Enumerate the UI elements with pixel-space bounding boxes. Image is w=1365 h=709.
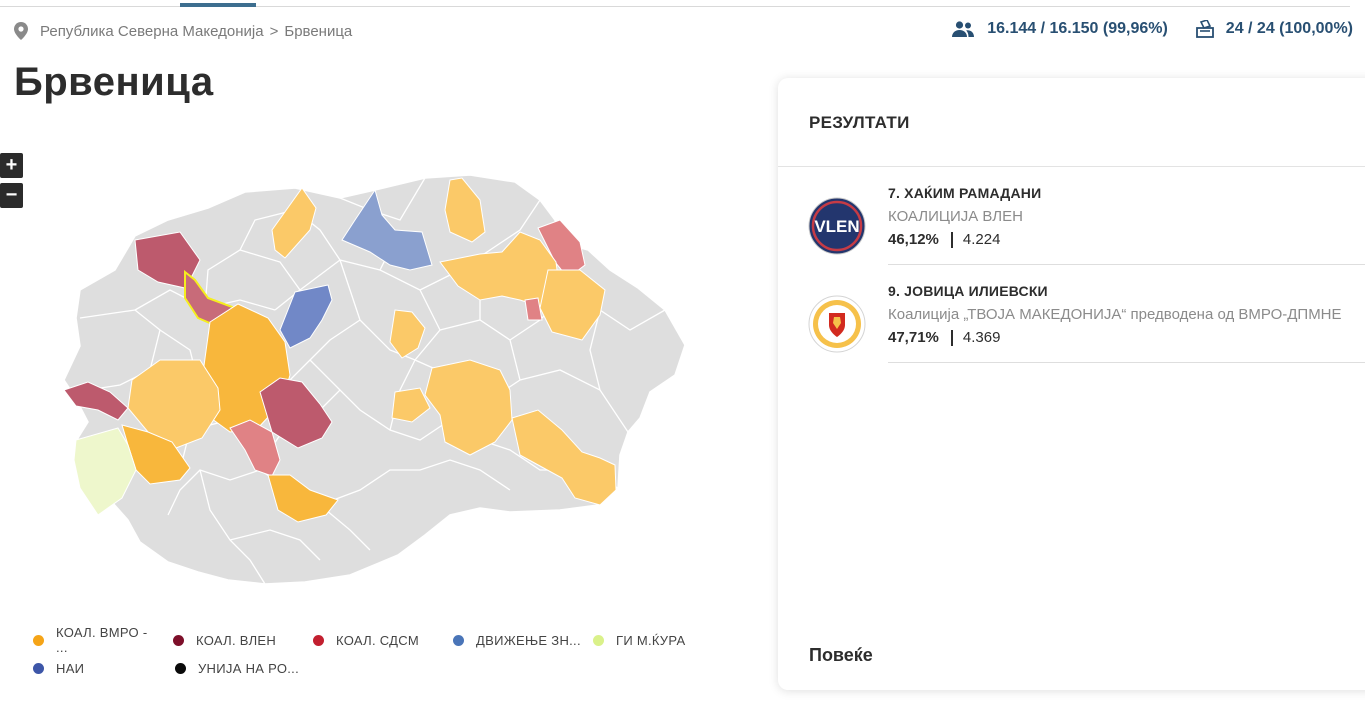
map-legend: КОАЛ. ВМРО - ... КОАЛ. ВЛЕН КОАЛ. СДСМ Д… <box>22 625 722 682</box>
region-dvizhenje <box>341 188 433 271</box>
legend-row: НАИ УНИЈА НА РО... <box>22 654 722 682</box>
region-vmro-strumica <box>511 409 617 506</box>
results-panel: РЕЗУЛТАТИ VLEN 7. ХАЌИМ РАМАДАНИ КОАЛИЦИ… <box>778 78 1365 690</box>
result-votes: 4.369 <box>962 329 1001 346</box>
legend-item-dvizhenje[interactable]: ДВИЖЕЊЕ ЗН... <box>442 633 582 648</box>
legend-dot <box>313 634 324 646</box>
more-link[interactable]: Повеќе <box>809 645 873 665</box>
municipality-map[interactable] <box>40 170 690 590</box>
breadcrumb-separator: > <box>269 22 279 40</box>
people-icon <box>952 21 975 37</box>
result-percent: 46,12% <box>888 231 939 248</box>
top-divider <box>0 6 1350 7</box>
voters-stat: 16.144 / 16.150 (99,96%) <box>951 20 1168 38</box>
ballot-box-icon <box>1195 20 1214 38</box>
result-percent: 47,71% <box>888 329 939 346</box>
stations-count: 24 / 24 (100,00%) <box>1225 20 1353 37</box>
legend-item-sdsm[interactable]: КОАЛ. СДСМ <box>302 633 442 648</box>
stats-bar: 16.144 / 16.150 (99,96%) 24 / 24 (100,00… <box>951 20 1353 38</box>
results-title: РЕЗУЛТАТИ <box>778 78 1365 167</box>
result-divider <box>950 329 953 346</box>
party-name: Коалиција „ТВОЈА МАКЕДОНИЈА“ предводена … <box>888 306 1342 323</box>
result-item[interactable]: VLEN 7. ХАЌИМ РАМАДАНИ КОАЛИЦИЈА ВЛЕН 46… <box>778 167 1365 265</box>
vmro-logo <box>808 295 866 353</box>
result-info: 7. ХАЌИМ РАМАДАНИ КОАЛИЦИЈА ВЛЕН 46,12% … <box>888 185 1365 265</box>
legend-label: ДВИЖЕЊЕ ЗН... <box>476 632 581 648</box>
legend-dot <box>33 662 44 674</box>
legend-item-vlen[interactable]: КОАЛ. ВЛЕН <box>162 633 302 648</box>
legend-label: ГИ М.ЌУРА <box>616 632 686 648</box>
region-vmro-tetovo-north <box>271 187 317 259</box>
region-vmro-kichevo <box>127 359 221 449</box>
region-sdsm-center <box>229 419 281 477</box>
legend-label: КОАЛ. СДСМ <box>336 632 419 648</box>
vlen-logo: VLEN <box>808 197 866 255</box>
result-votes: 4.224 <box>962 231 1001 248</box>
party-name: КОАЛИЦИЈА ВЛЕН <box>888 208 1023 225</box>
legend-label: КОАЛ. ВМРО - ... <box>56 625 148 655</box>
result-item[interactable]: 9. ЈОВИЦА ИЛИЕВСКИ Коалиција „ТВОЈА МАКЕ… <box>778 265 1365 363</box>
legend-dot <box>175 662 186 674</box>
svg-text:VLEN: VLEN <box>814 217 859 236</box>
region-vmro-small-left <box>391 387 431 423</box>
region-sdsm-small-east <box>524 297 543 321</box>
breadcrumb-country[interactable]: Република Северна Македонија <box>40 22 264 40</box>
region-vmro-prilep <box>267 474 339 523</box>
legend-dot <box>173 634 184 646</box>
result-numbers: 46,12% 4.224 <box>888 231 1365 248</box>
legend-dot <box>33 634 44 646</box>
breadcrumb-municipality: Брвеница <box>284 22 353 40</box>
result-divider <box>950 231 953 248</box>
legend-label: УНИЈА НА РО... <box>198 660 299 676</box>
candidate-name: 7. ХАЌИМ РАМАДАНИ <box>888 185 1042 201</box>
legend-item-vmro[interactable]: КОАЛ. ВМРО - ... <box>22 625 162 655</box>
legend-row: КОАЛ. ВМРО - ... КОАЛ. ВЛЕН КОАЛ. СДСМ Д… <box>22 625 722 655</box>
region-vmro-veles <box>389 309 426 359</box>
legend-dot <box>593 634 604 646</box>
municipality-regions <box>63 177 617 523</box>
voters-count: 16.144 / 16.150 (99,96%) <box>987 20 1168 37</box>
legend-label: НАИ <box>56 660 85 676</box>
legend-dot <box>453 634 464 646</box>
candidate-name: 9. ЈОВИЦА ИЛИЕВСКИ <box>888 283 1048 299</box>
result-info: 9. ЈОВИЦА ИЛИЕВСКИ Коалиција „ТВОЈА МАКЕ… <box>888 283 1365 363</box>
legend-item-nai[interactable]: НАИ <box>22 661 164 676</box>
region-vlen-debar <box>63 381 129 421</box>
result-numbers: 47,71% 4.369 <box>888 329 1365 346</box>
legend-item-gi[interactable]: ГИ М.ЌУРА <box>582 633 722 648</box>
region-gi-ohrid <box>73 427 137 516</box>
legend-item-unija[interactable]: УНИЈА НА РО... <box>164 661 306 676</box>
region-vmro-east-a <box>539 269 606 341</box>
active-tab-indicator <box>180 3 256 7</box>
page-title: Брвеница <box>14 60 214 104</box>
legend-label: КОАЛ. ВЛЕН <box>196 632 277 648</box>
stations-stat: 24 / 24 (100,00%) <box>1195 20 1353 38</box>
zoom-in-button[interactable]: + <box>0 153 23 178</box>
region-vlen-center <box>259 377 333 449</box>
location-pin-icon <box>14 22 28 40</box>
breadcrumb: Република Северна Македонија > Брвеница <box>14 22 352 40</box>
region-nai <box>279 284 333 349</box>
region-vmro-stip <box>424 359 513 456</box>
zoom-out-button[interactable]: − <box>0 183 23 208</box>
region-vmro-kumanovo <box>444 177 486 243</box>
